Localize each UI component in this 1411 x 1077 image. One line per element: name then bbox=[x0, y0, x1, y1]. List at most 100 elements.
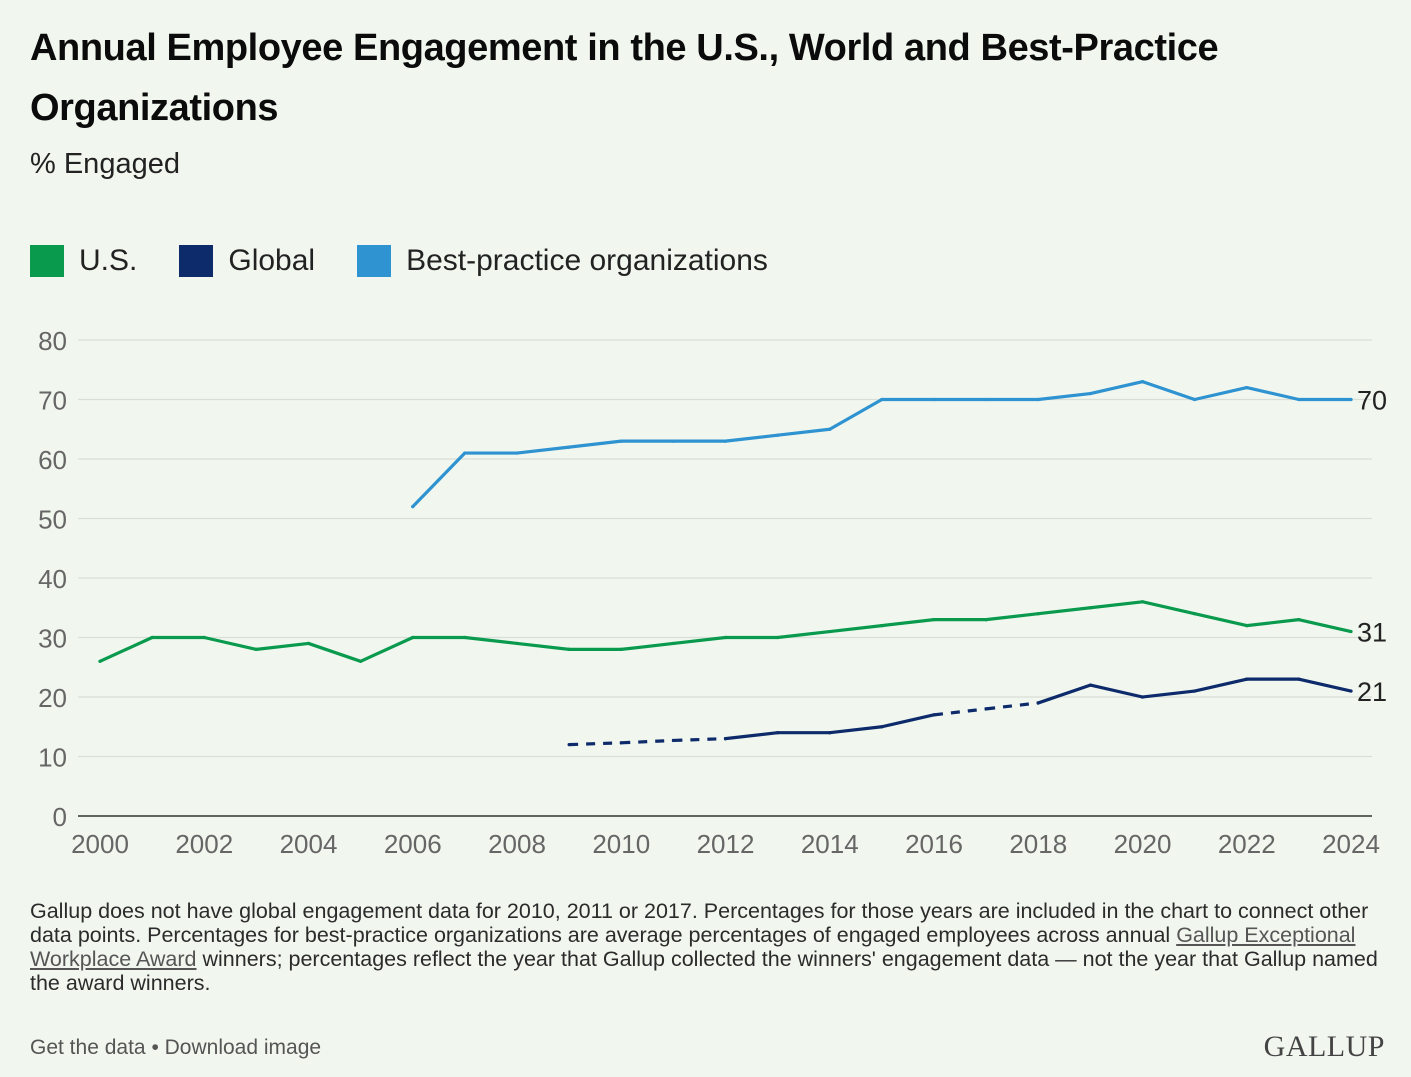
legend-item-best-practice: Best-practice organizations bbox=[357, 244, 768, 278]
y-tick-label: 60 bbox=[38, 445, 67, 475]
series-global-segment bbox=[1297, 677, 1353, 693]
series-u-s-point bbox=[1088, 606, 1092, 610]
footnote-text-start: Gallup does not have global engagement d… bbox=[30, 899, 1369, 947]
series-best-practice-organizations-point bbox=[463, 451, 467, 455]
series-u-s-segment bbox=[1088, 600, 1145, 610]
x-tick-label: 2006 bbox=[384, 829, 442, 859]
series-best-practice-organizations-end-label: 70 bbox=[1357, 386, 1387, 416]
legend-label-global: Global bbox=[228, 244, 316, 277]
series-u-s-segment bbox=[776, 629, 832, 640]
series-global-point bbox=[1036, 701, 1040, 705]
legend-swatch-global bbox=[179, 245, 214, 277]
chart-legend: U.S. Global Best-practice organizations bbox=[30, 244, 810, 278]
legend-label-best-practice: Best-practice organizations bbox=[406, 244, 768, 277]
series-u-s-segment bbox=[880, 618, 936, 628]
series-best-practice-organizations-point bbox=[932, 397, 936, 402]
series-global-point bbox=[671, 738, 675, 743]
y-tick-label: 20 bbox=[38, 683, 67, 713]
x-tick-label: 2008 bbox=[488, 829, 546, 859]
series-global-segment bbox=[1193, 677, 1249, 693]
series-u-s-segment bbox=[254, 641, 311, 651]
x-tick-label: 2010 bbox=[592, 829, 650, 859]
x-tick-label: 2018 bbox=[1009, 829, 1067, 859]
series-best-practice-organizations-point bbox=[1140, 380, 1145, 384]
series-best-practice-organizations-point bbox=[411, 505, 415, 509]
series-global-point bbox=[1088, 683, 1092, 687]
series-best-practice-organizations-point bbox=[1349, 397, 1353, 402]
series-u-s-segment bbox=[98, 635, 154, 663]
series-global-end-label: 21 bbox=[1357, 677, 1387, 707]
x-tick-label: 2000 bbox=[71, 829, 129, 859]
series-u-s-point bbox=[723, 635, 728, 640]
series-global-point bbox=[828, 731, 832, 735]
series-u-s-point bbox=[202, 635, 206, 640]
series-best-practice-organizations-segment bbox=[1140, 380, 1197, 402]
series-u-s-segment bbox=[515, 641, 571, 651]
series-best-practice-organizations-point bbox=[984, 397, 988, 402]
series-best-practice-organizations-point bbox=[671, 439, 675, 443]
series-u-s-segment bbox=[828, 624, 884, 634]
series-u-s-point bbox=[150, 635, 154, 640]
series-best-practice-organizations-segment bbox=[1193, 385, 1249, 402]
series-u-s-point bbox=[776, 635, 780, 640]
footer-links: Get the data • Download image bbox=[30, 1036, 321, 1060]
series-u-s-point bbox=[515, 641, 519, 646]
series-best-practice-organizations-point bbox=[1297, 397, 1301, 402]
series-global-segment bbox=[880, 713, 936, 729]
series-u-s-segment bbox=[984, 612, 1040, 622]
y-tick-label: 50 bbox=[38, 505, 67, 535]
download-image-link[interactable]: Download image bbox=[164, 1036, 322, 1059]
series-best-practice-organizations-segment bbox=[515, 445, 571, 455]
series-u-s-segment bbox=[463, 635, 519, 646]
series-best-practice-organizations-point bbox=[776, 433, 780, 437]
series-global-segment bbox=[828, 725, 884, 735]
series-u-s-segment bbox=[1140, 600, 1197, 616]
x-tick-label: 2020 bbox=[1114, 829, 1172, 859]
footnote: Gallup does not have global engagement d… bbox=[30, 899, 1380, 995]
series-global-segment bbox=[621, 738, 674, 745]
get-data-link[interactable]: Get the data bbox=[30, 1036, 146, 1059]
series-u-s-point bbox=[932, 618, 936, 622]
series-best-practice-organizations-point bbox=[1088, 391, 1092, 396]
series-u-s-segment bbox=[1036, 606, 1092, 616]
y-tick-label: 0 bbox=[53, 802, 67, 832]
series-u-s-point bbox=[984, 618, 988, 622]
series-best-practice-organizations-segment bbox=[411, 451, 467, 509]
series-u-s-point bbox=[1349, 629, 1353, 634]
legend-item-us: U.S. bbox=[30, 244, 137, 278]
series-global-segment bbox=[723, 731, 780, 741]
series-global-point bbox=[723, 737, 728, 741]
legend-item-global: Global bbox=[179, 244, 315, 278]
y-tick-label: 30 bbox=[38, 624, 67, 654]
series-global-segment bbox=[569, 741, 622, 747]
series-u-s-segment bbox=[1297, 618, 1353, 634]
series-global-point bbox=[776, 731, 780, 735]
series-best-practice-organizations-segment bbox=[723, 433, 780, 443]
series-u-s-point bbox=[1297, 618, 1301, 622]
series-global-segment bbox=[1140, 689, 1197, 699]
series-u-s-segment bbox=[671, 635, 728, 646]
footnote-text-end: winners; percentages reflect the year th… bbox=[30, 947, 1378, 995]
series-global-point bbox=[619, 741, 623, 745]
series-u-s-point bbox=[463, 635, 467, 640]
series-u-s-point bbox=[828, 629, 832, 634]
x-tick-label: 2016 bbox=[905, 829, 963, 859]
series-best-practice-organizations-segment bbox=[776, 427, 832, 437]
award-link[interactable]: Gallup Exceptional Workplace Award bbox=[30, 923, 1356, 971]
y-tick-label: 10 bbox=[38, 743, 67, 773]
series-global-point bbox=[1140, 695, 1145, 699]
series-u-s-point bbox=[98, 659, 102, 663]
x-tick-label: 2004 bbox=[280, 829, 338, 859]
x-tick-label: 2022 bbox=[1218, 829, 1276, 859]
series-u-s-point bbox=[567, 647, 571, 651]
series-global-point bbox=[932, 713, 936, 717]
series-best-practice-organizations-point bbox=[515, 451, 519, 455]
series-u-s-point bbox=[1193, 612, 1197, 616]
series-best-practice-organizations-point bbox=[1193, 397, 1197, 402]
series-global-segment bbox=[933, 707, 987, 717]
series-best-practice-organizations-point bbox=[723, 439, 728, 443]
series-u-s-point bbox=[619, 647, 623, 651]
series-u-s-point bbox=[880, 624, 884, 628]
x-tick-label: 2024 bbox=[1322, 829, 1380, 859]
series-u-s-segment bbox=[619, 641, 675, 651]
